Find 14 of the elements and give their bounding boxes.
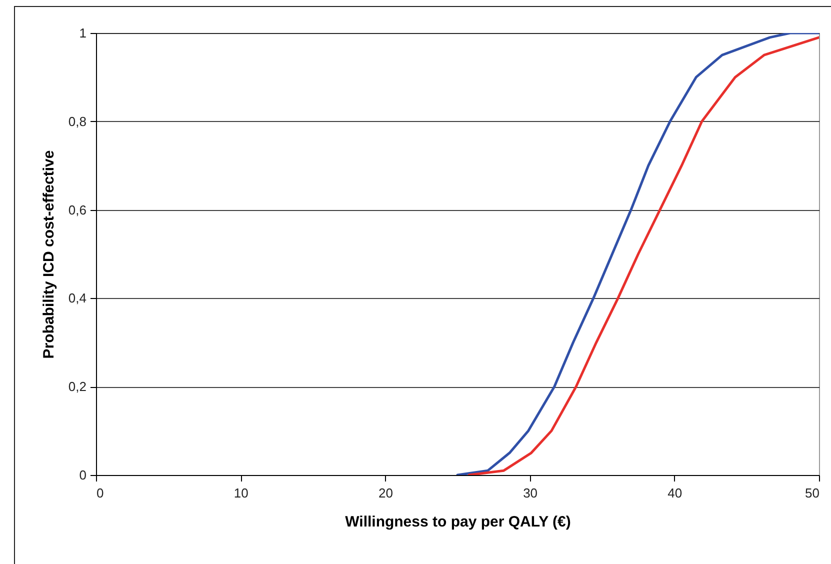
y-axis-title: Probability ICD cost-effective	[40, 150, 58, 359]
y-tick-label: 1	[79, 26, 86, 40]
x-tick-label: 30	[523, 486, 538, 500]
x-tick-label: 40	[668, 486, 682, 500]
x-tick-label: 0	[96, 486, 104, 500]
y-tick-label: 0,6	[68, 202, 86, 218]
x-tick-label: 10	[234, 486, 248, 500]
x-tick-label: 50	[805, 486, 820, 500]
y-tick-label: 0	[79, 468, 86, 482]
x-axis-title: Willingness to pay per QALY (€)	[345, 514, 571, 530]
x-tick-label: 20	[378, 486, 393, 500]
y-tick-label: 0,8	[68, 114, 86, 129]
y-tick-label: 0,4	[68, 290, 86, 306]
y-tick-label: 0,2	[68, 379, 86, 394]
